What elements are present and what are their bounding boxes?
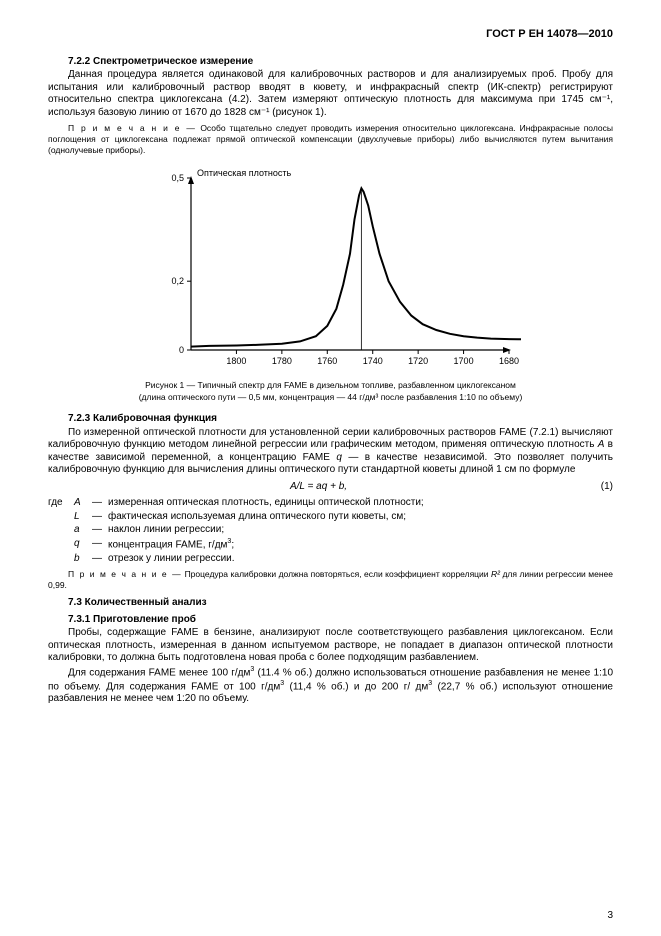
figure-caption: Рисунок 1 — Типичный спектр для FAME в д… bbox=[48, 380, 613, 403]
svg-text:0,2: 0,2 bbox=[171, 277, 184, 287]
note-label: П р и м е ч а н и е — bbox=[68, 569, 182, 579]
svg-text:1680: 1680 bbox=[498, 356, 518, 366]
definitions: где A—измеренная оптическая плотность, е… bbox=[48, 497, 613, 565]
svg-text:1800: 1800 bbox=[226, 356, 246, 366]
section-723-para: По измеренной оптической плотности для у… bbox=[48, 427, 613, 477]
section-73-title: 7.3 Количественный анализ bbox=[68, 597, 613, 610]
doc-header: ГОСТ Р ЕН 14078—2010 bbox=[48, 28, 613, 42]
section-722-note: П р и м е ч а н и е — Особо тщательно сл… bbox=[48, 123, 613, 156]
svg-text:1740: 1740 bbox=[362, 356, 382, 366]
svg-text:1760: 1760 bbox=[317, 356, 337, 366]
section-722-para: Данная процедура является одинаковой для… bbox=[48, 69, 613, 119]
caption-line2: (длина оптического пути — 0,5 мм, концен… bbox=[139, 392, 523, 402]
definition-row: L—фактическая используемая длина оптичес… bbox=[48, 511, 613, 524]
svg-text:0,5: 0,5 bbox=[171, 173, 184, 183]
svg-text:1700: 1700 bbox=[453, 356, 473, 366]
svg-text:0: 0 bbox=[178, 345, 183, 355]
section-731-para2: Для содержания FAME менее 100 г/дм3 (11.… bbox=[48, 666, 613, 706]
section-722-title: 7.2.2 Спектрометрическое измерение bbox=[68, 56, 613, 69]
svg-text:1720: 1720 bbox=[408, 356, 428, 366]
formula: A/L = aq + b, (1) bbox=[48, 481, 613, 494]
note-label: П р и м е ч а н и е — bbox=[68, 123, 196, 133]
section-731-para1: Пробы, содержащие FAME в бензине, анализ… bbox=[48, 627, 613, 665]
definition-row: b—отрезок у линии регрессии. bbox=[48, 553, 613, 566]
svg-text:Оптическая плотность: Оптическая плотность bbox=[197, 168, 291, 178]
spectrum-chart: Оптическая плотность 0 0,2 0,5 1800 1780 1760 1… bbox=[141, 164, 521, 374]
svg-text:1780: 1780 bbox=[271, 356, 291, 366]
formula-text: A/L = aq + b, bbox=[48, 481, 589, 494]
definition-row: a—наклон линии регрессии; bbox=[48, 524, 613, 537]
caption-line1: Рисунок 1 — Типичный спектр для FAME в д… bbox=[145, 380, 516, 390]
page-number: 3 bbox=[607, 910, 613, 923]
definition-row: q—концентрация FAME, г/дм3; bbox=[48, 538, 613, 552]
formula-number: (1) bbox=[589, 481, 613, 494]
definition-row: где A—измеренная оптическая плотность, е… bbox=[48, 497, 613, 510]
section-723-title: 7.2.3 Калибровочная функция bbox=[68, 413, 613, 426]
section-731-title: 7.3.1 Приготовление проб bbox=[68, 614, 613, 627]
section-723-note: П р и м е ч а н и е — Процедура калибров… bbox=[48, 569, 613, 591]
